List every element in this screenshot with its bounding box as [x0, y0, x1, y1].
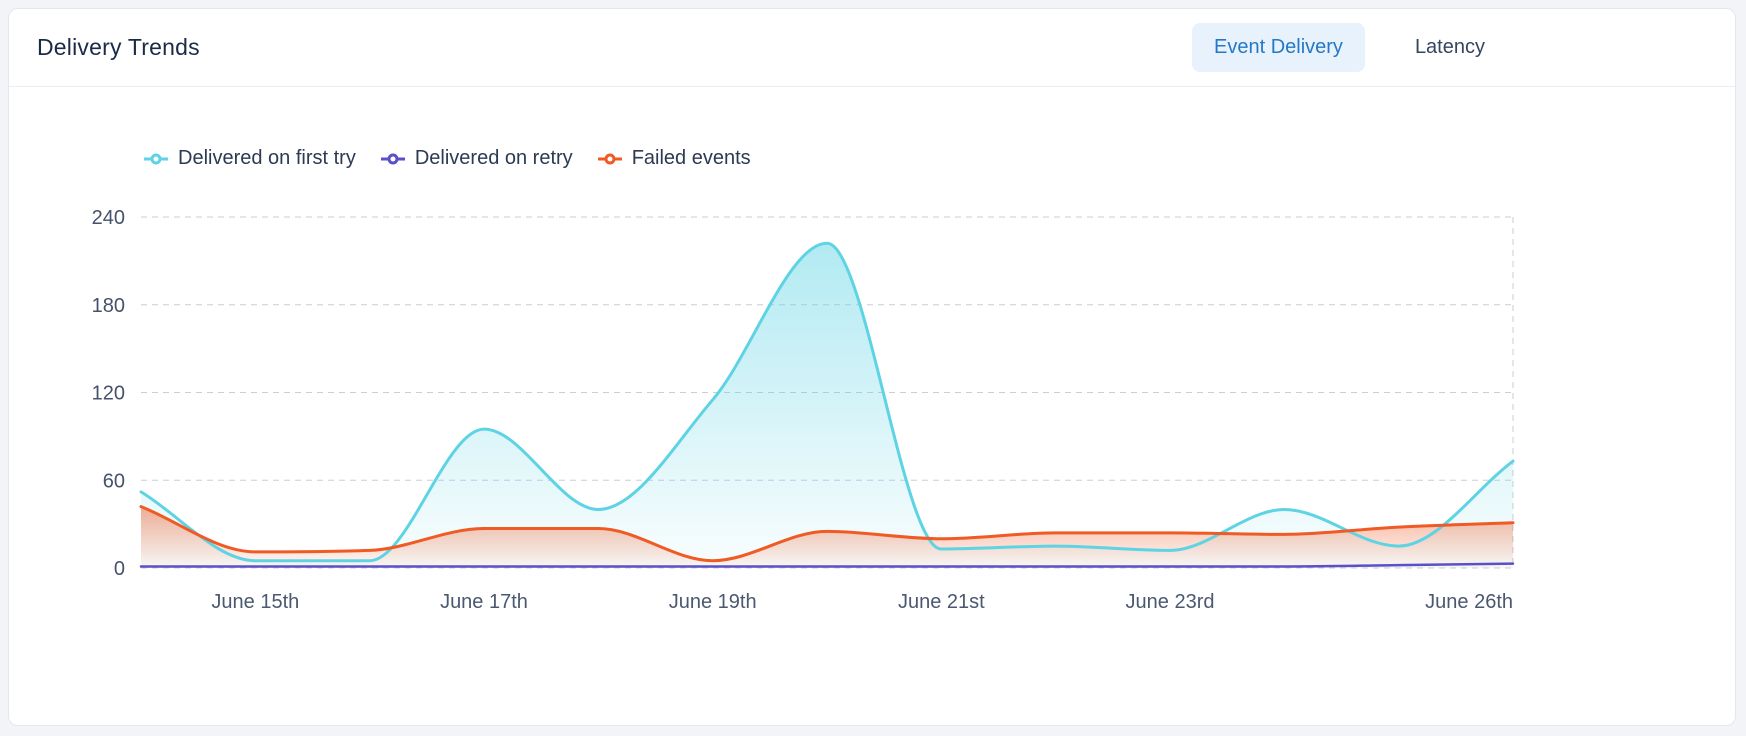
svg-text:June 19th: June 19th [669, 591, 757, 613]
svg-text:June 21st: June 21st [898, 591, 985, 613]
legend-marker-first-try-icon [144, 153, 168, 164]
legend-item-failed-events[interactable]: Failed events [597, 147, 751, 170]
svg-text:June 23rd: June 23rd [1126, 591, 1215, 613]
tab-event-delivery[interactable]: Event Delivery [1192, 23, 1365, 72]
chart-legend: Delivered on first try Delivered on retr… [143, 147, 751, 170]
svg-text:June 17th: June 17th [440, 591, 528, 613]
svg-text:June 26th: June 26th [1425, 591, 1513, 613]
delivery-trends-card: Delivery Trends Event Delivery Latency D… [8, 8, 1736, 726]
legend-marker-retry-icon [380, 153, 405, 164]
svg-text:60: 60 [103, 470, 125, 492]
legend-label-failed: Failed events [631, 147, 751, 169]
legend-marker-dot [604, 153, 616, 164]
chart-area: Delivered on first try Delivered on retr… [9, 87, 1735, 725]
tab-latency[interactable]: Latency [1393, 23, 1507, 72]
svg-text:180: 180 [92, 295, 125, 317]
legend-marker-dot [387, 153, 399, 164]
page-title: Delivery Trends [37, 34, 200, 60]
svg-text:240: 240 [92, 207, 125, 229]
svg-text:120: 120 [92, 383, 125, 405]
legend-item-delivered-first-try[interactable]: Delivered on first try [143, 147, 356, 170]
legend-marker-dot [150, 153, 162, 164]
tab-group: Event Delivery Latency [1192, 23, 1507, 72]
svg-text:0: 0 [114, 558, 125, 580]
legend-item-delivered-retry[interactable]: Delivered on retry [380, 147, 573, 170]
legend-label-first-try: Delivered on first try [178, 147, 356, 169]
legend-label-retry: Delivered on retry [414, 147, 573, 169]
delivery-trends-chart: 0 60 120 180 240 June 15th June 17th June 19th J… [92, 207, 1515, 613]
legend-marker-failed-icon [597, 153, 622, 164]
card-header: Delivery Trends Event Delivery Latency [9, 9, 1735, 87]
svg-text:June 15th: June 15th [211, 591, 299, 613]
